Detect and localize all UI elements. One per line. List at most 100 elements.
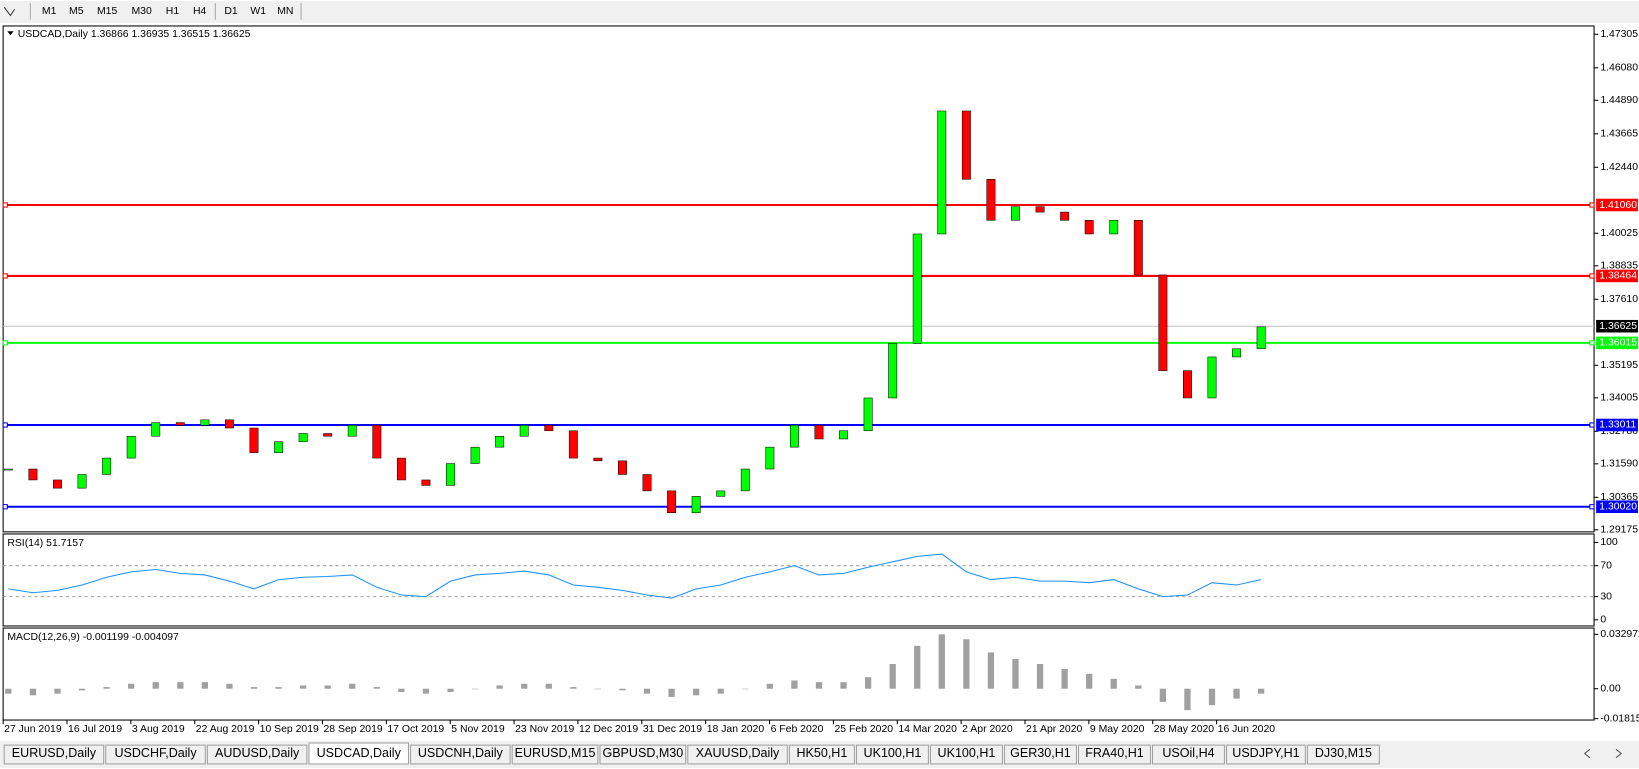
candle [568,430,578,459]
tab-label[interactable]: USDCAD,Daily [317,746,402,760]
tab-label[interactable]: GBPUSD,M30 [602,746,683,760]
chart-tab[interactable]: HK50,H1 [788,744,855,765]
tab-label[interactable]: UK100,H1 [938,746,996,760]
tab-background[interactable] [1003,744,1077,765]
level-handle[interactable] [1589,422,1595,428]
chart-tab[interactable]: USDCHF,Daily [105,744,206,765]
tab-label[interactable]: USDJPY,H1 [1232,746,1299,760]
tab-label[interactable]: HK50,H1 [796,746,847,760]
level-handle[interactable] [1589,504,1595,510]
chart-tab[interactable]: AUDUSD,Daily [206,744,308,765]
indicator-title: RSI(14) 51.7157 [7,538,84,549]
chart-tab[interactable]: GER30,H1 [1003,744,1077,765]
tab-label[interactable]: UK100,H1 [864,746,922,760]
timeframe-button[interactable]: H4 [193,6,207,17]
tab-background[interactable] [105,744,206,765]
timeframe-button[interactable]: M15 [97,6,117,17]
candle [716,490,726,497]
macd-bar [5,688,12,694]
macd-bar [889,663,896,689]
candle [53,479,62,489]
y-tick-label: 1.32780 [1600,426,1638,437]
x-tick-label: 21 Apr 2020 [1026,724,1082,735]
timeframe-button[interactable]: M30 [131,6,151,17]
x-tick-label: 14 Mar 2020 [898,724,957,735]
tab-label[interactable]: XAUUSD,Daily [696,746,780,760]
chart-tab[interactable]: USDJPY,H1 [1226,744,1306,765]
tab-background[interactable] [1226,744,1306,765]
x-tick-label: 23 Nov 2019 [515,724,574,735]
timeframe-button[interactable]: M5 [69,6,84,17]
tab-background[interactable] [308,742,410,765]
tab-label[interactable]: DJ30,M15 [1315,746,1372,760]
level-handle[interactable] [2,422,8,428]
toolbar-icon[interactable] [3,6,16,17]
tab-background[interactable] [929,744,1003,765]
tab-scroll-left[interactable] [1583,748,1591,759]
tab-label[interactable]: EURUSD,Daily [12,746,97,760]
tab-background[interactable] [1077,744,1151,765]
candle [740,468,750,492]
chart-tab[interactable]: USDCAD,Daily [308,742,410,765]
level-handle[interactable] [2,340,8,346]
level-handle[interactable] [2,273,8,279]
collapse-arrow[interactable] [7,31,14,36]
timeframe-button[interactable]: W1 [250,6,266,17]
tab-background[interactable] [3,744,105,765]
tab-background[interactable] [599,744,687,765]
tab-label[interactable]: EURUSD,M15 [515,746,596,760]
level-price-box [1596,198,1638,212]
tab-label[interactable]: USDCNH,Daily [418,746,504,760]
tab-background[interactable] [1306,744,1380,765]
tab-label[interactable]: USDCHF,Daily [114,746,197,760]
tab-background[interactable] [206,744,308,765]
y-tick-label: 1.38835 [1600,261,1638,272]
tab-background[interactable] [788,744,855,765]
level-handle[interactable] [2,504,8,510]
chart-tab[interactable]: UK100,H1 [929,744,1003,765]
tab-scroll-right[interactable] [1615,748,1623,759]
chart-tab[interactable]: EURUSD,Daily [3,744,105,765]
chart-tab[interactable]: UK100,H1 [855,744,929,765]
candle [224,419,234,429]
chart-tab[interactable]: USDCNH,Daily [410,744,511,765]
tab-label[interactable]: USOil,H4 [1162,746,1214,760]
candle [1133,220,1143,276]
chart-tab[interactable]: GBPUSD,M30 [599,744,687,765]
timeframe-button[interactable]: MN [277,6,293,17]
macd-bar [570,687,577,689]
chart-tab[interactable]: FRA40,H1 [1077,744,1151,765]
chart-tab[interactable]: USOil,H4 [1152,744,1225,765]
tab-label[interactable]: GER30,H1 [1010,746,1071,760]
timeframe-button[interactable]: H1 [166,6,180,17]
chart-tab[interactable]: DJ30,M15 [1306,744,1380,765]
tab-background[interactable] [687,744,788,765]
level-handle[interactable] [2,202,8,208]
level-price-label: 1.30020 [1599,502,1637,513]
candle [1084,220,1094,235]
current-price-label: 1.36625 [1599,321,1637,332]
x-tick-label: 22 Aug 2019 [196,724,255,735]
level-handle[interactable] [1589,273,1595,279]
tab-background[interactable] [1152,744,1225,765]
tab-background[interactable] [511,744,599,765]
level-handle[interactable] [1589,202,1595,208]
macd-bar [766,683,773,689]
timeframe-button[interactable]: M1 [42,6,57,17]
macd-bar [594,688,602,690]
rsi-line [8,553,1262,599]
x-tick-label: 25 Feb 2020 [834,724,893,735]
macd-bar [250,687,258,689]
macd-bar [1036,663,1044,689]
tab-background[interactable] [855,744,929,765]
candle [470,446,480,464]
timeframe-button[interactable]: D1 [224,6,238,17]
level-price-box [1596,418,1638,432]
chart-tab[interactable]: XAUUSD,Daily [687,744,788,765]
tab-background[interactable] [410,744,511,765]
tab-label[interactable]: AUDUSD,Daily [215,746,300,760]
level-handle[interactable] [1589,340,1595,346]
chart-tab[interactable]: EURUSD,M15 [511,744,599,765]
tab-label[interactable]: FRA40,H1 [1085,746,1144,760]
candle [77,474,87,489]
